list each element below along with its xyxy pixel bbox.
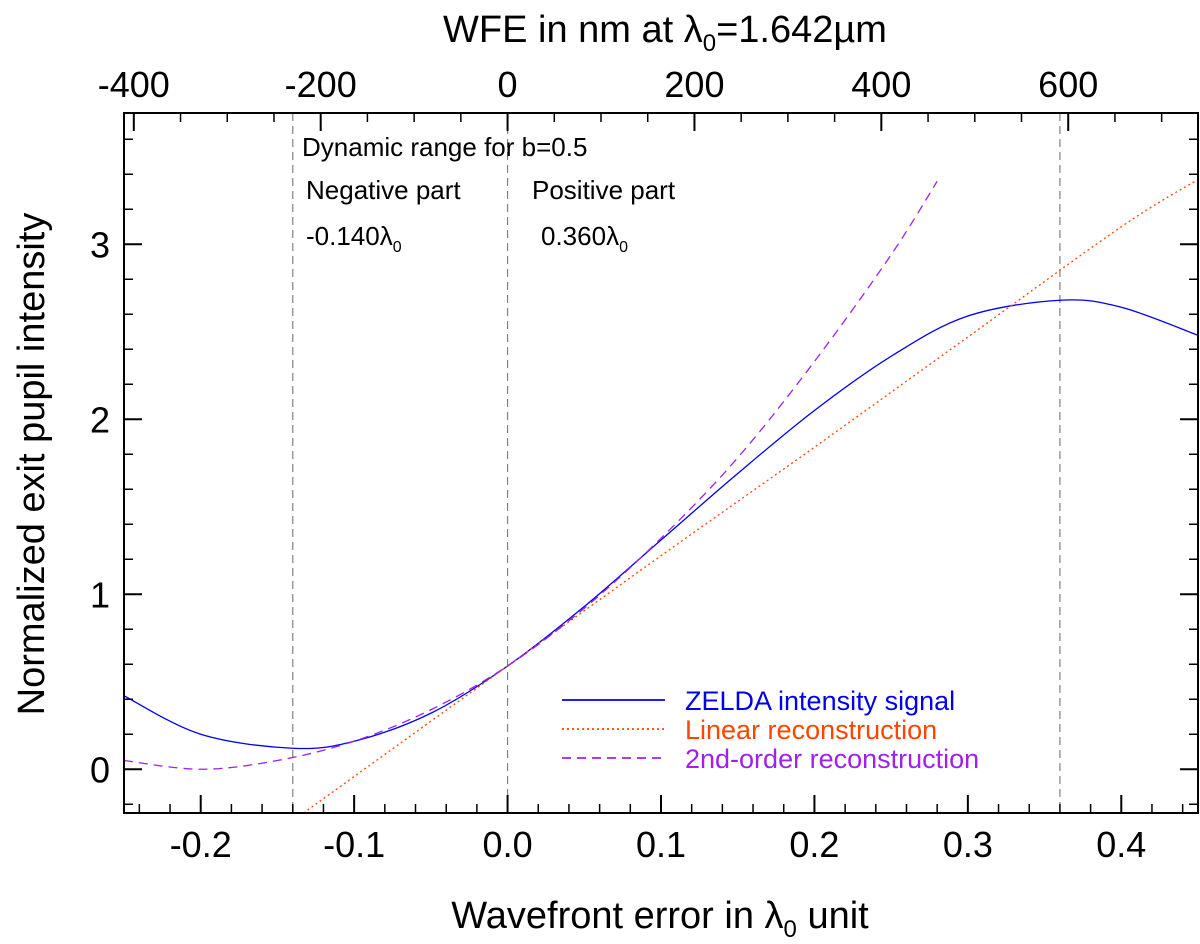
x-tick-label: 0.2 [789,824,839,865]
annotation-positive-value: 0.360λ0 [541,221,628,256]
x-tick-label: -0.1 [323,824,385,865]
y-tick-label: 1 [90,574,110,615]
series-line-2nd-order-reconstruction [124,181,937,769]
annotation-negative-value: -0.140λ0 [306,221,402,256]
series-layer [124,180,1198,814]
x-tick-label: 0.0 [483,824,533,865]
legend-entry: Linear reconstruction [685,715,937,745]
chart-svg: -0.2 -0.1 0.0 0.1 0.2 0.3 0.4 -400 -200 0 200 400 60… [0,0,1200,944]
y-tick-label: 2 [90,399,110,440]
top-tick-label: -200 [285,64,357,105]
dynamic-range-annotation: Dynamic range for b=0.5 Negative part Po… [302,132,676,256]
annotation-negative-label: Negative part [306,175,461,205]
x-tick-label: 0.3 [943,824,993,865]
annotation-heading: Dynamic range for b=0.5 [302,132,587,162]
x-axis-label: Wavefront error in λ0 unit [451,895,869,943]
x-tick-label: 0.1 [636,824,686,865]
top-tick-label: 400 [851,64,911,105]
x-tick-label: 0.4 [1096,824,1146,865]
top-tick-label: -400 [98,64,170,105]
top-tick-label: 600 [1038,64,1098,105]
y-tick-label: 3 [90,224,110,265]
series-line-zelda-intensity-signal [124,300,1198,749]
top-tick-label: 200 [664,64,724,105]
legend-entry: 2nd-order reconstruction [685,744,979,774]
annotation-positive-label: Positive part [532,175,676,205]
axes-layer [124,113,1198,813]
y-tick-label: 0 [90,749,110,790]
y-axis-label: Normalized exit pupil intensity [11,213,53,716]
top-tick-label: 0 [498,64,518,105]
x-tick-label: -0.2 [170,824,232,865]
chart-title: WFE in nm at λ0=1.642µm [443,9,887,57]
legend-entry: ZELDA intensity signal [685,686,955,716]
plot-frame [124,113,1198,813]
